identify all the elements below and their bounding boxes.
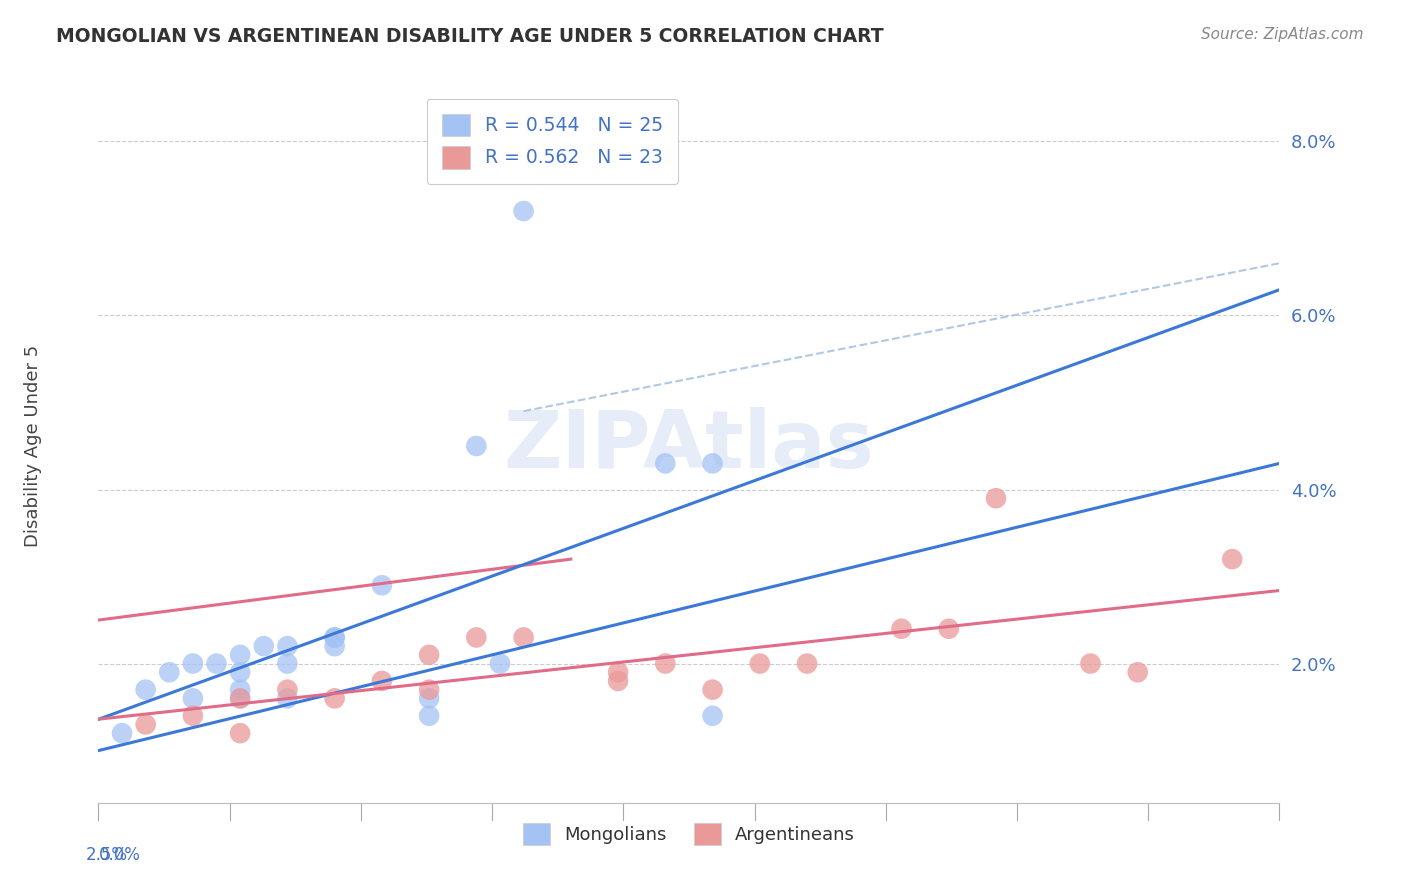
- Point: [371, 673, 394, 688]
- Point: [748, 657, 770, 671]
- Point: [654, 657, 676, 671]
- Point: [607, 665, 630, 680]
- Point: [702, 682, 724, 697]
- Point: [135, 682, 157, 697]
- Point: [157, 665, 180, 680]
- Point: [181, 708, 204, 723]
- Point: [181, 657, 204, 671]
- Point: [323, 631, 346, 645]
- Point: [938, 622, 960, 636]
- Point: [181, 691, 204, 706]
- Point: [323, 639, 346, 653]
- Text: 0.0%: 0.0%: [98, 846, 141, 863]
- Point: [229, 665, 252, 680]
- Point: [276, 657, 298, 671]
- Point: [229, 682, 252, 697]
- Point: [418, 691, 440, 706]
- Text: ZIPAtlas: ZIPAtlas: [503, 407, 875, 485]
- Point: [465, 631, 488, 645]
- Text: Disability Age Under 5: Disability Age Under 5: [24, 345, 42, 547]
- Point: [512, 631, 534, 645]
- Point: [276, 639, 298, 653]
- Point: [229, 726, 252, 740]
- Point: [1080, 657, 1102, 671]
- Point: [984, 491, 1007, 506]
- Point: [489, 657, 512, 671]
- Point: [654, 457, 676, 471]
- Point: [111, 726, 134, 740]
- Point: [418, 708, 440, 723]
- Point: [465, 439, 488, 453]
- Point: [1126, 665, 1149, 680]
- Point: [205, 657, 228, 671]
- Point: [1220, 552, 1243, 566]
- Point: [135, 717, 157, 731]
- Point: [702, 457, 724, 471]
- Point: [512, 204, 534, 219]
- Point: [796, 657, 818, 671]
- Point: [702, 708, 724, 723]
- Point: [276, 682, 298, 697]
- Point: [229, 691, 252, 706]
- Point: [890, 622, 912, 636]
- Point: [323, 691, 346, 706]
- Point: [276, 691, 298, 706]
- Point: [371, 578, 394, 592]
- Text: Source: ZipAtlas.com: Source: ZipAtlas.com: [1201, 27, 1364, 42]
- Legend: Mongolians, Argentineans: Mongolians, Argentineans: [510, 811, 868, 858]
- Point: [229, 691, 252, 706]
- Point: [229, 648, 252, 662]
- Point: [253, 639, 276, 653]
- Text: MONGOLIAN VS ARGENTINEAN DISABILITY AGE UNDER 5 CORRELATION CHART: MONGOLIAN VS ARGENTINEAN DISABILITY AGE …: [56, 27, 884, 45]
- Text: 2.5%: 2.5%: [86, 846, 128, 863]
- Point: [418, 648, 440, 662]
- Point: [418, 682, 440, 697]
- Point: [323, 631, 346, 645]
- Point: [607, 673, 630, 688]
